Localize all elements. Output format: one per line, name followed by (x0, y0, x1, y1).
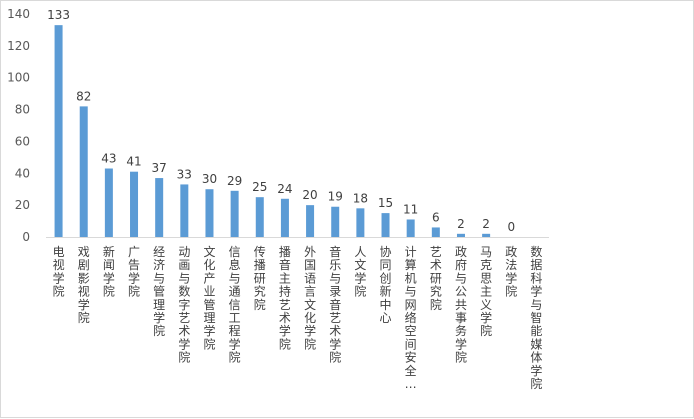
data-label: 19 (328, 190, 343, 204)
data-label: 2 (457, 217, 465, 231)
bar (381, 213, 390, 237)
bar (356, 208, 365, 237)
bar (230, 190, 239, 237)
x-tick-label: 文化产业管理学院 (203, 244, 215, 351)
x-tick-label: 计算机与网络空间安全… (405, 245, 417, 391)
data-label: 82 (76, 89, 91, 103)
data-label: 0 (507, 220, 515, 234)
y-tick-label: 40 (15, 166, 30, 180)
bar (255, 197, 264, 237)
x-tick-label: 传播研究院 (254, 244, 266, 312)
data-label: 2 (482, 217, 490, 231)
bar (431, 227, 440, 237)
bar (54, 25, 63, 238)
bar (79, 106, 88, 237)
data-label: 29 (227, 174, 242, 188)
y-tick-label: 60 (15, 134, 30, 148)
bar (406, 219, 415, 237)
x-tick-label: 马克思主义学院 (480, 245, 492, 338)
x-tick-label: 广告学院 (128, 245, 140, 299)
data-label: 37 (152, 161, 167, 175)
x-tick-label: 动画与数字艺术学院 (178, 245, 190, 365)
x-tick-label: 戏剧影视学院 (78, 245, 90, 325)
data-label: 24 (277, 182, 292, 196)
y-tick-label: 120 (7, 39, 30, 53)
data-label: 15 (378, 196, 393, 210)
bar (280, 198, 289, 237)
bar (456, 233, 465, 237)
bar (331, 206, 340, 237)
data-label: 41 (126, 155, 141, 169)
x-tick-label: 音乐与录音艺术学院 (329, 244, 341, 365)
x-tick-label: 数据科学与智能媒体学院 (530, 244, 542, 391)
bar (104, 168, 113, 237)
bar (306, 205, 315, 237)
data-label: 133 (47, 8, 70, 22)
data-label: 20 (302, 188, 317, 202)
x-tick-label: 政府与公共事务学院 (455, 245, 467, 365)
x-tick-label: 新闻学院 (103, 244, 115, 299)
data-label: 18 (353, 191, 368, 205)
y-tick-label: 80 (15, 103, 30, 117)
data-label: 30 (202, 172, 217, 186)
x-tick-label: 协同创新中心 (380, 244, 392, 325)
bar (130, 171, 139, 237)
data-label: 6 (432, 210, 440, 224)
data-label: 25 (252, 180, 267, 194)
bar (180, 184, 189, 237)
x-tick-label: 播音主持艺术学院 (279, 245, 291, 351)
x-tick-label: 经济与管理学院 (153, 245, 165, 338)
x-tick-label: 政法学院 (505, 245, 517, 299)
x-tick-label: 艺术研究院 (430, 245, 442, 312)
bar (482, 233, 491, 237)
data-label: 33 (177, 167, 192, 181)
x-tick-label: 电视学院 (53, 245, 65, 299)
y-tick-label: 20 (15, 198, 30, 212)
bar (155, 178, 164, 237)
x-tick-label: 人文学院 (354, 245, 366, 299)
x-tick-label: 信息与通信工程学院 (229, 245, 241, 365)
y-tick-label: 100 (7, 71, 30, 85)
y-tick-label: 0 (22, 230, 30, 244)
x-tick-label: 外国语言文化学院 (304, 245, 316, 351)
data-label: 43 (101, 152, 116, 166)
data-label: 11 (403, 202, 418, 216)
bar (205, 189, 214, 237)
y-tick-label: 140 (7, 7, 30, 21)
